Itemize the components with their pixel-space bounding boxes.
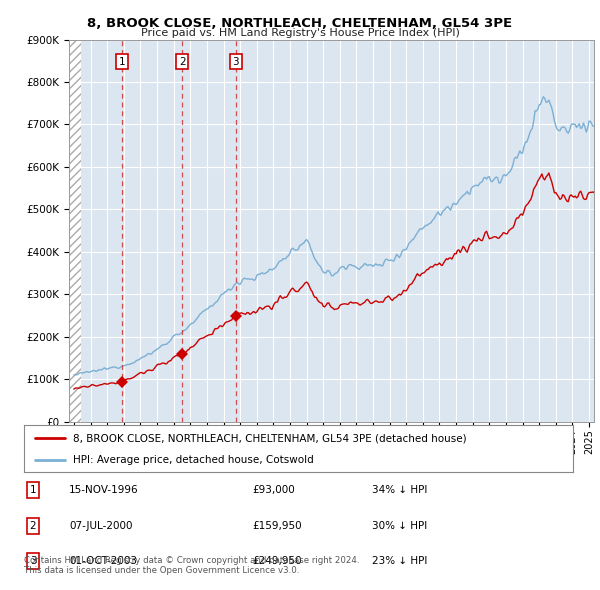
Text: 07-JUL-2000: 07-JUL-2000 [69,521,133,530]
Text: 2: 2 [29,521,37,530]
Text: 1: 1 [29,486,37,495]
Text: 2: 2 [179,57,185,67]
Text: 8, BROOK CLOSE, NORTHLEACH, CHELTENHAM, GL54 3PE: 8, BROOK CLOSE, NORTHLEACH, CHELTENHAM, … [88,17,512,30]
Bar [69,40,82,422]
Text: HPI: Average price, detached house, Cotswold: HPI: Average price, detached house, Cots… [73,455,314,465]
Text: 23% ↓ HPI: 23% ↓ HPI [372,556,427,566]
Text: This data is licensed under the Open Government Licence v3.0.: This data is licensed under the Open Gov… [24,566,299,575]
Text: £249,950: £249,950 [252,556,302,566]
Text: 3: 3 [233,57,239,67]
Text: 30% ↓ HPI: 30% ↓ HPI [372,521,427,530]
Text: 01-OCT-2003: 01-OCT-2003 [69,556,137,566]
Text: 15-NOV-1996: 15-NOV-1996 [69,486,139,495]
Text: Contains HM Land Registry data © Crown copyright and database right 2024.: Contains HM Land Registry data © Crown c… [24,556,359,565]
Text: 3: 3 [29,556,37,566]
Text: £93,000: £93,000 [252,486,295,495]
Text: 8, BROOK CLOSE, NORTHLEACH, CHELTENHAM, GL54 3PE (detached house): 8, BROOK CLOSE, NORTHLEACH, CHELTENHAM, … [73,433,467,443]
Text: Price paid vs. HM Land Registry's House Price Index (HPI): Price paid vs. HM Land Registry's House … [140,28,460,38]
Text: 34% ↓ HPI: 34% ↓ HPI [372,486,427,495]
Text: 1: 1 [118,57,125,67]
Text: £159,950: £159,950 [252,521,302,530]
